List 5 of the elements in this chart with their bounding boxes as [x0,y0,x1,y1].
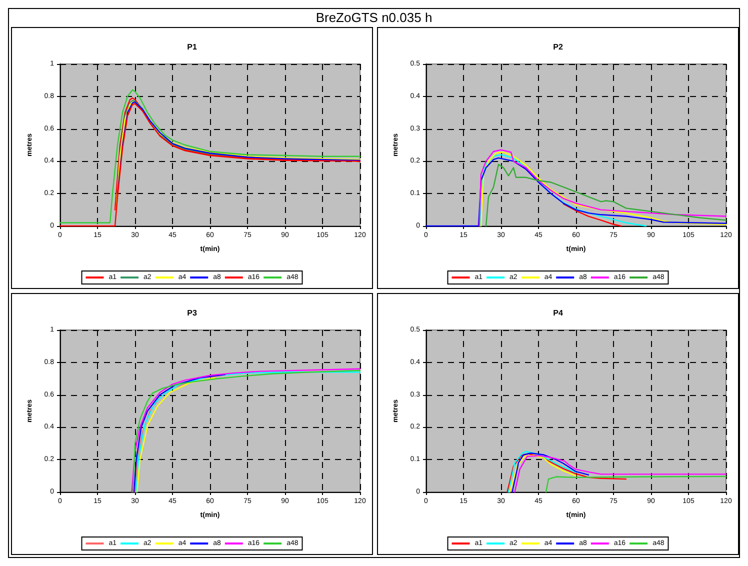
chart-title: P4 [553,308,564,318]
text: BreZoGTS n0.035 h [316,10,432,25]
chart-title: P1 [187,42,198,52]
chart-title: P3 [187,308,198,318]
chart-title: P2 [553,42,564,52]
